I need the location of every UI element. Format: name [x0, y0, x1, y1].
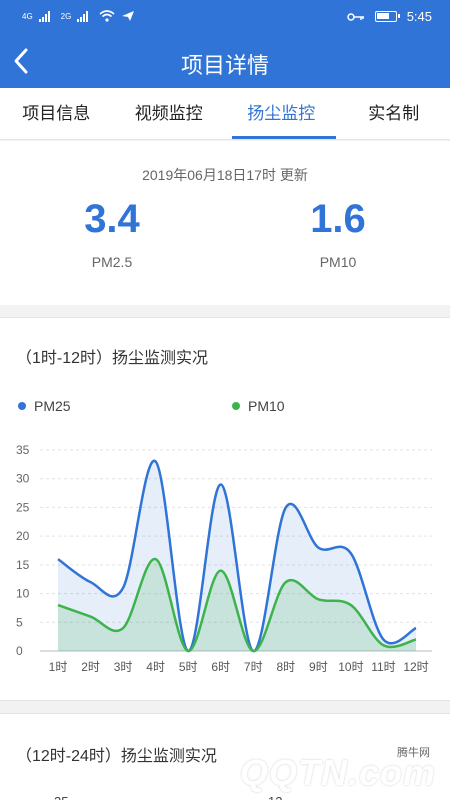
legend-pm25[interactable]: PM25	[18, 398, 71, 414]
legend-label-pm10: PM10	[248, 398, 285, 414]
y-tick-label: 20	[16, 529, 30, 543]
tab-bar: 项目信息 视频监控 扬尘监控 实名制	[0, 88, 450, 140]
pm25-metric: 3.4 PM2.5	[52, 197, 172, 270]
watermark-logo: QQTN.com	[240, 752, 437, 793]
pm10-metric: 1.6 PM10	[278, 197, 398, 270]
x-tick-label: 10时	[338, 660, 363, 674]
watermark: 腾牛网 QQTN.com	[240, 747, 440, 798]
chart-card-12-24: （12时-24时）扬尘监测实况 35 12	[0, 713, 450, 800]
legend-dot-pm25	[18, 402, 26, 410]
app-bar: 项目详情	[0, 34, 450, 88]
x-tick-label: 9时	[309, 660, 328, 674]
chart-card-1-12: （1时-12时）扬尘监测实况 PM25 PM10 0 5 10 15 20 25 30 35 1…	[0, 317, 450, 701]
series-line-pm10	[57, 557, 417, 653]
y-tick-label: 5	[16, 615, 23, 629]
chart-title-2: （12时-24时）扬尘监测实况	[16, 748, 217, 765]
y-tick-label: 10	[16, 587, 30, 601]
chart-title: （1时-12时）扬尘监测实况	[16, 350, 209, 367]
pm25-value: 3.4	[84, 197, 140, 241]
x-tick-label: 12时	[403, 660, 428, 674]
pm25-label: PM2.5	[91, 254, 133, 270]
signal-icon-2	[77, 10, 93, 22]
dust-line-chart: 0 5 10 15 20 25 30 35 1时 2时 3时 4时 5时 6时 7时 8时 9时 10时 11时 12…	[16, 443, 432, 674]
x-tick-label: 2时	[81, 660, 100, 674]
signal-4g-label: 4G	[22, 11, 33, 21]
pm10-label: PM10	[319, 254, 357, 270]
x-tick-label: 3时	[114, 660, 133, 674]
series-area-pm25	[58, 460, 416, 652]
tab-dust-monitor[interactable]: 扬尘监控	[225, 88, 338, 139]
page-title: 项目详情	[180, 53, 269, 78]
update-time: 2019年06月18日17时 更新	[142, 167, 308, 183]
x-tick-label: 6时	[211, 660, 230, 674]
signal-2g-label: 2G	[60, 11, 72, 21]
key-icon	[346, 12, 364, 21]
battery-icon	[374, 11, 400, 22]
legend-dot-pm10	[232, 402, 240, 410]
pm10-value: 1.6	[310, 197, 366, 241]
peek-left: 35	[54, 794, 68, 800]
chevron-left-icon	[14, 48, 28, 74]
clock: 5:45	[406, 9, 432, 24]
x-tick-label: 7时	[244, 660, 263, 674]
y-tick-label: 15	[16, 558, 30, 572]
tab-real-name[interactable]: 实名制	[368, 104, 420, 123]
y-tick-label: 25	[16, 500, 30, 514]
watermark-small: 腾牛网	[397, 747, 430, 759]
tab-project-info[interactable]: 项目信息	[22, 104, 91, 123]
status-bar: 4G 2G 5:45	[0, 0, 450, 34]
x-tick-label: 8时	[276, 660, 295, 674]
x-tick-label: 11时	[371, 660, 395, 674]
signal-icon	[38, 10, 55, 22]
tab-video-monitor[interactable]: 视频监控	[134, 104, 203, 123]
legend-pm10[interactable]: PM10	[232, 398, 285, 414]
x-tick-label: 4时	[146, 660, 165, 674]
send-icon	[122, 11, 135, 21]
back-button[interactable]	[6, 44, 40, 78]
x-tick-label: 1时	[49, 660, 68, 674]
wifi-icon	[99, 10, 115, 22]
y-tick-label: 35	[16, 443, 30, 457]
y-tick-label: 0	[16, 644, 23, 658]
summary-card: 2019年06月18日17时 更新 3.4 PM2.5 1.6 PM10	[0, 141, 450, 305]
y-tick-label: 30	[16, 472, 30, 486]
series-line-pm25	[57, 459, 417, 653]
x-tick-label: 5时	[179, 660, 198, 674]
series-area-pm10	[58, 558, 416, 652]
legend-label-pm25: PM25	[34, 398, 71, 414]
peek-right: 12	[268, 794, 282, 800]
